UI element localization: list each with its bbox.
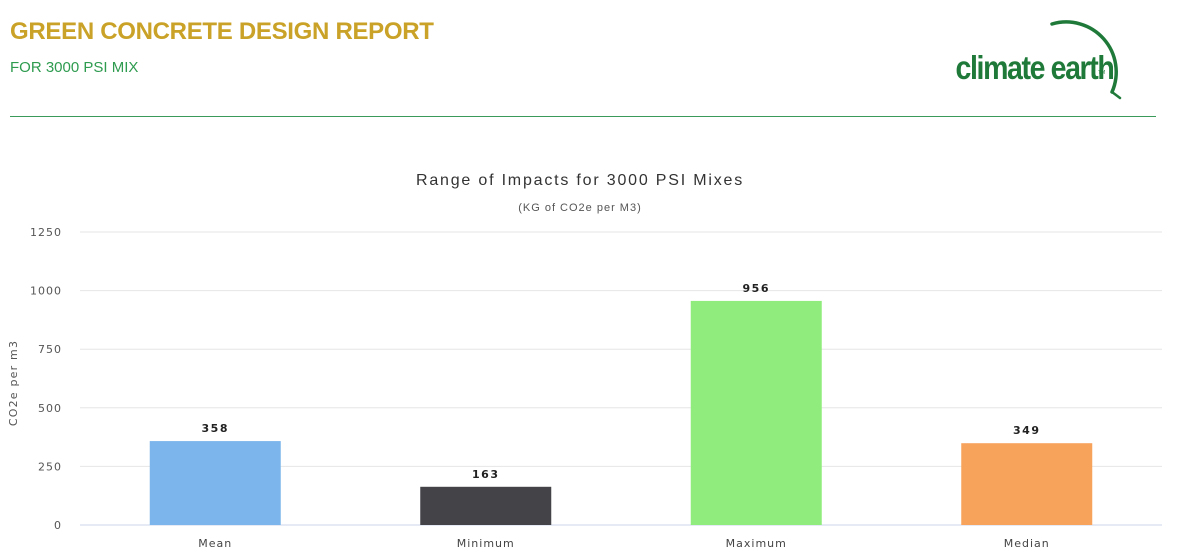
report-subtitle: FOR 3000 PSI MIX: [10, 59, 139, 76]
value-label-minimum: 163: [472, 468, 499, 481]
chart-title: Range of Impacts for 3000 PSI Mixes: [415, 172, 744, 189]
category-label-median: Median: [1004, 537, 1050, 550]
bar-mean[interactable]: [149, 441, 281, 525]
y-tick-label: 750: [38, 343, 62, 356]
value-label-mean: 358: [202, 422, 229, 435]
y-tick-label: 250: [38, 460, 62, 473]
y-tick-label: 1250: [30, 226, 62, 239]
category-label-maximum: Maximum: [726, 537, 787, 550]
header-divider: [10, 116, 1156, 117]
bar-maximum[interactable]: [690, 300, 822, 525]
y-tick-label: 500: [38, 402, 62, 415]
y-tick-label: 0: [54, 519, 62, 532]
category-label-mean: Mean: [198, 537, 232, 550]
bars: [149, 300, 1093, 525]
logo-arc: [1050, 20, 1118, 94]
value-label-median: 349: [1013, 424, 1040, 437]
chart-subtitle: (KG of CO2e per M3): [518, 202, 642, 214]
bar-minimum[interactable]: [420, 486, 552, 525]
value-labels: 358 163 956 349: [202, 282, 1040, 481]
logo-text: climate earth: [956, 49, 1114, 87]
logo-arc-tail: [1110, 90, 1122, 100]
y-axis-ticks: 0 250 500 750 1000 1250: [30, 226, 62, 532]
report-title: GREEN CONCRETE DESIGN REPORT: [10, 18, 434, 45]
y-axis-label: CO2e per m3: [7, 340, 20, 426]
logo-trademark: TM: [1098, 70, 1105, 76]
climate-earth-logo: climate earth TM: [956, 20, 1122, 100]
x-axis-categories: Mean Minimum Maximum Median: [198, 537, 1050, 550]
bar-median[interactable]: [961, 443, 1093, 525]
value-label-maximum: 956: [743, 282, 770, 295]
y-tick-label: 1000: [30, 285, 62, 298]
category-label-minimum: Minimum: [457, 537, 515, 550]
